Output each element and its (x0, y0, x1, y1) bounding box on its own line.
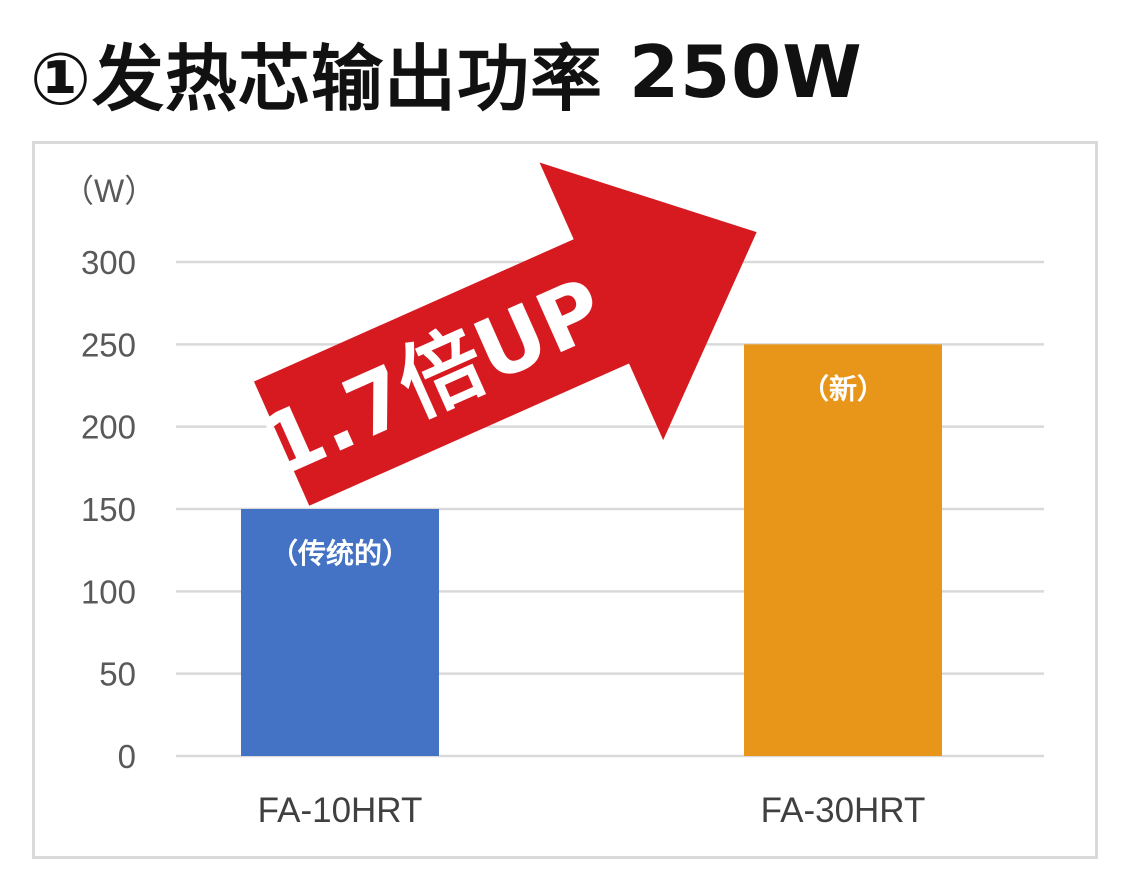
y-tick-label: 100 (81, 573, 136, 610)
title-text: ①发热芯输出功率 (30, 36, 603, 121)
y-tick-label: 50 (99, 656, 136, 693)
bar-fa-10hrt (241, 509, 439, 756)
arrow-polygon (253, 162, 757, 506)
x-axis: FA-10HRT FA-30HRT (258, 791, 926, 830)
y-tick-label: 150 (81, 491, 136, 528)
bar-label: （新） (801, 372, 885, 405)
title-value: 250W (628, 30, 863, 114)
y-tick-label: 300 (81, 244, 136, 281)
y-tick-label: 200 (81, 409, 136, 446)
y-axis-unit-label: （W） (62, 173, 156, 209)
bars: （传统的） （新） (241, 344, 942, 756)
y-tick-label: 250 (81, 326, 136, 363)
x-category-label: FA-10HRT (258, 791, 423, 830)
page-title: ①发热芯输出功率 250W (30, 22, 863, 122)
y-axis: 0 50 100 150 200 250 300 (81, 244, 136, 775)
bar-fa-30hrt (744, 344, 942, 756)
bar-label: （传统的） (270, 537, 410, 570)
x-category-label: FA-30HRT (761, 791, 926, 830)
y-tick-label: 0 (118, 738, 136, 775)
